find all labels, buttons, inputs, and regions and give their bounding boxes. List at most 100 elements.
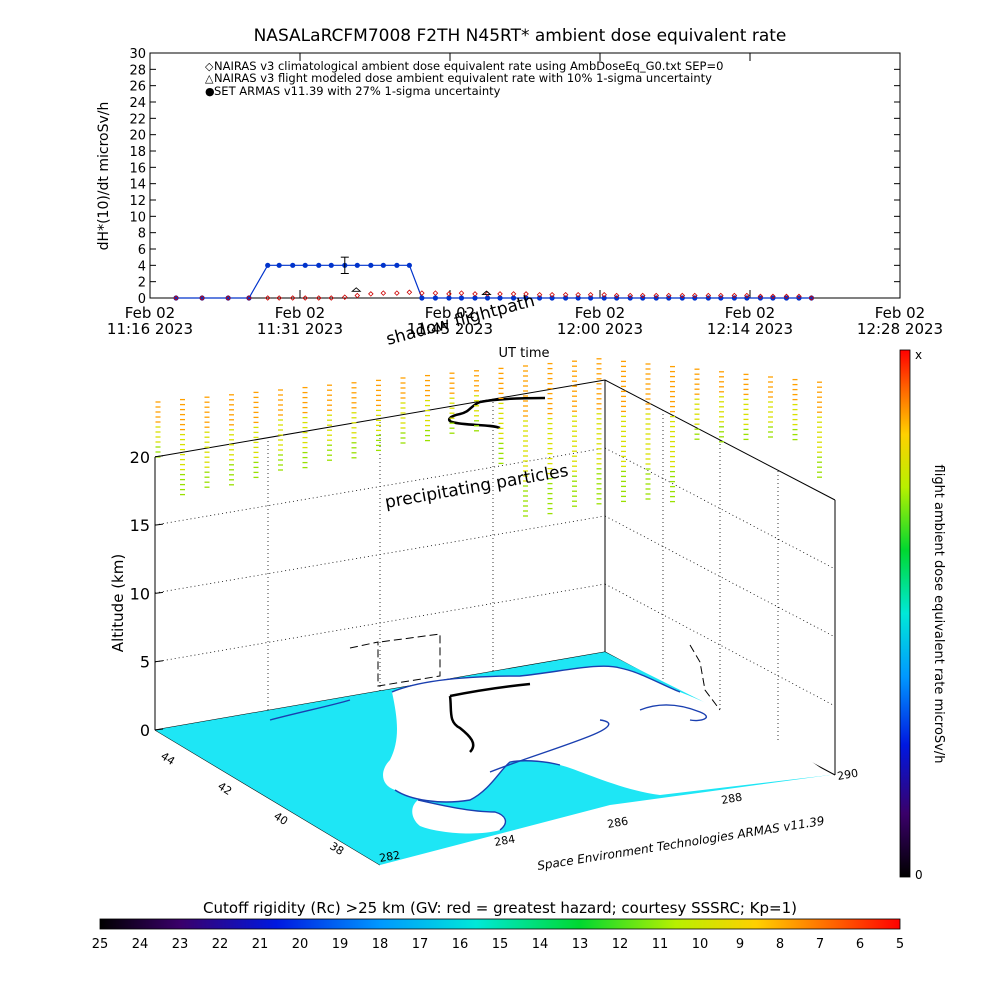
altitude-axis-label: Altitude (km) [109,554,127,652]
altitude-tick-mark [154,591,164,594]
shadow-outline-side [689,644,721,711]
armas-data-point [276,262,282,268]
cutoff-rigidity-tick-label: 18 [372,937,389,952]
cutoff-rigidity-tick-label: 24 [132,937,149,952]
armas-data-point [458,295,465,301]
cutoff-rigidity-tick-label: 15 [492,937,509,952]
cutoff-rigidity-tick-label: 21 [252,937,269,952]
latitude-tick-label: 40 [271,810,290,828]
armas-data-point [368,262,374,268]
nairas-clim-data-point [380,290,387,296]
cutoff-rigidity-tick-label: 9 [736,937,744,952]
nairas-clim-data-point [315,295,322,301]
latitude-tick-label: 44 [158,750,177,768]
nairas-clim-data-point [653,292,660,299]
x-tick-date-label: Feb 02 [875,304,925,322]
x-tick-date-label: Feb 02 [575,304,625,322]
land-mass [383,666,830,802]
y-tick-label: 30 [129,47,146,62]
legend-label-armas: SET ARMAS v11.39 with 27% 1-sigma uncert… [214,84,501,98]
nairas-clim-data-point [246,295,252,301]
nairas-clim-data-point [446,291,452,297]
cutoff-rigidity-tick-label: 7 [816,937,824,952]
nairas-clim-data-point [199,295,205,301]
nairas-clim-data-point [406,289,413,296]
nairas-clim-data-point [523,291,529,297]
chart-title: NASALaRCFM7008 F2TH N45RT* ambient dose … [254,26,787,46]
armas-data-point [446,295,452,301]
nairas-clim-data-point [679,292,686,299]
armas-data-point [563,295,569,301]
x-axis-label: UT time [499,346,550,361]
longitude-tick-label: 284 [493,833,516,849]
latitude-tick-label: 42 [215,780,234,798]
nairas-clim-data-point [783,293,790,300]
armas-data-point [796,295,802,301]
armas-data-point [406,262,412,268]
y-tick-label: 6 [138,243,146,258]
precipitating-particles-annotation: precipitating particles [383,461,570,513]
cutoff-rigidity-tick-label: 13 [572,937,589,952]
cutoff-rigidity-tick-label: 8 [776,937,784,952]
cutoff-rigidity-tick-label: 14 [532,937,549,952]
y-tick-label: 10 [129,210,146,225]
cutoff-rigidity-colorbar: Cutoff rigidity (Rc) >25 km (GV: red = g… [92,899,904,952]
cutoff-rigidity-tick-label: 5 [896,937,904,952]
longitude-tick-label: 282 [378,849,401,865]
nairas-clim-data-point [264,295,271,301]
armas-data-point [783,295,790,301]
nairas-clim-data-point [796,293,802,300]
nairas-clim-data-point [731,292,738,299]
cutoff-rigidity-tick-label: 16 [452,937,469,952]
cutoff-rigidity-tick-label: 25 [92,937,109,952]
dose-rate-colorbar [899,349,911,878]
nairas-clim-data-point [536,291,543,298]
nairas-clim-data-point [718,292,724,299]
nairas-clim-data-point [665,292,672,299]
latitude-ticks: 44 42 40 38 [158,750,346,858]
nairas-clim-data-point [394,290,400,296]
y-tick-label: 18 [129,145,146,160]
cutoff-rigidity-tick-label: 12 [612,937,629,952]
y-tick-label: 24 [129,96,146,111]
armas-data-point [432,295,439,301]
armas-data-point [394,262,400,268]
altitude-tick-label: 20 [130,448,150,467]
armas-data-point [472,295,478,301]
armas-data-point [380,262,386,268]
nairas-clim-data-point [757,293,764,300]
nairas-clim-data-point [225,295,231,301]
legend-marker-nairas-clim: ◇ [205,60,214,73]
altitude-tick-mark [154,660,164,663]
nairas-clim-data-point [302,295,308,301]
longitude-tick-label: 286 [606,815,629,831]
cutoff-rigidity-tick-label: 23 [172,937,189,952]
cutoff-rigidity-ticks: 25 24 23 22 21 20 19 18 17 16 15 14 13 12 11 10 9 8 7 6 5 [92,937,904,952]
armas-data-point [290,262,296,268]
nairas-clim-data-point [744,292,750,299]
x-tick-time-label: 11:16 2023 [107,320,193,338]
altitude-tick-mark [154,523,164,526]
nairas-clim-data-point [497,291,503,297]
latitude-tick-label: 38 [327,840,346,858]
cutoff-rigidity-label: Cutoff rigidity (Rc) >25 km (GV: red = g… [203,899,797,917]
nairas-clim-data-point [276,295,282,301]
nairas-flight-data-point [481,290,492,296]
shadow-outline-back [349,633,441,687]
nairas-clim-data-point [328,295,335,301]
y-tick-label: 22 [129,112,146,127]
nairas-clim-data-point [342,294,348,300]
series-layer [173,256,815,301]
y-tick-label: 16 [129,161,146,176]
y-tick-label: 8 [138,227,146,242]
armas-data-point [302,262,308,268]
altitude-tick-mark [154,728,164,731]
nairas-clim-data-point [639,292,646,299]
y-tick-label: 2 [138,276,146,291]
longitude-tick-label: 288 [720,791,743,807]
nairas-clim-data-point [368,291,374,297]
armas-data-point [419,295,425,301]
x-tick-time-label: 11:45 2023 [407,320,493,338]
